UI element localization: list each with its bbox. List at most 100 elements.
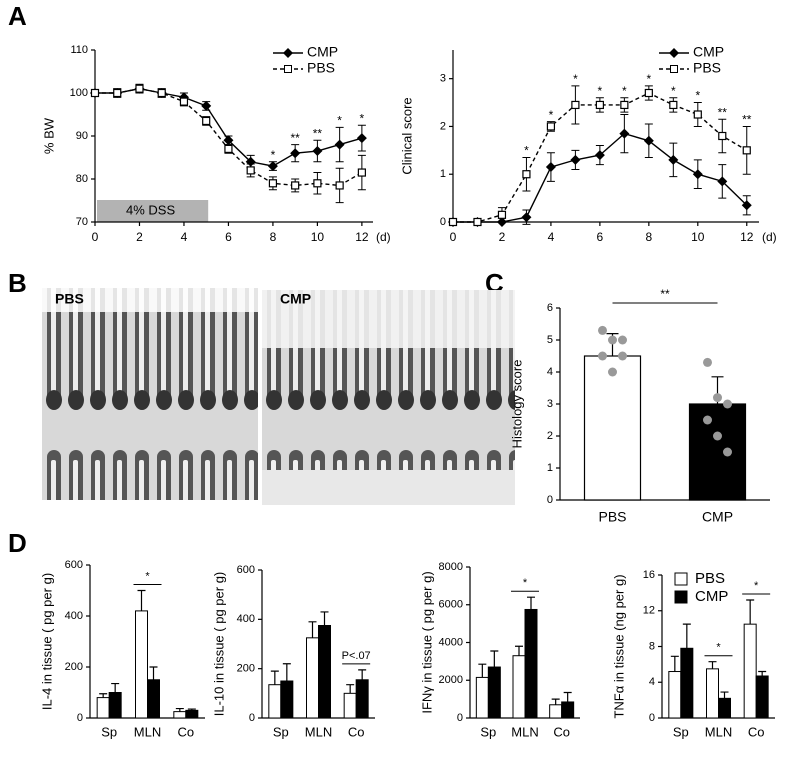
x-tick-label: 6 bbox=[597, 230, 604, 244]
error-bar bbox=[308, 621, 317, 638]
bar bbox=[755, 675, 769, 719]
bar bbox=[743, 623, 757, 719]
significance-mark: ** bbox=[718, 105, 728, 119]
marker bbox=[135, 84, 144, 93]
error-bar bbox=[175, 707, 184, 712]
error-bar bbox=[563, 691, 572, 702]
significance-mark: ** bbox=[290, 131, 300, 145]
y-tick-label: 110 bbox=[70, 44, 88, 56]
bar bbox=[512, 655, 526, 719]
bar bbox=[343, 692, 357, 719]
y-tick-label: 400 bbox=[65, 610, 83, 622]
bar bbox=[280, 680, 294, 719]
error-bar bbox=[282, 663, 291, 681]
marker bbox=[357, 168, 366, 177]
legend-swatch bbox=[674, 590, 688, 604]
x-tick-label: 0 bbox=[92, 230, 99, 244]
marker bbox=[546, 122, 556, 131]
significance-mark: * bbox=[671, 84, 676, 98]
significance-mark: * bbox=[145, 570, 150, 582]
y-tick-label: 200 bbox=[65, 661, 83, 673]
y-axis-label: TNFα in tissue (ng per g) bbox=[611, 574, 626, 718]
x-tick-label: 12 bbox=[355, 230, 369, 244]
treatment-label: 4% DSS bbox=[126, 202, 175, 217]
y-tick-label: 400 bbox=[237, 613, 255, 625]
significance-mark: * bbox=[622, 84, 627, 98]
x-tick-label: 2 bbox=[499, 230, 506, 244]
x-tick-label: 8 bbox=[645, 230, 652, 244]
marker bbox=[113, 88, 122, 98]
x-tick-label: 2 bbox=[136, 230, 143, 244]
y-axis-label: IFNγ in tissue ( pg per g) bbox=[419, 571, 434, 713]
y-tick-label: 600 bbox=[237, 564, 255, 576]
legend-marker bbox=[670, 65, 678, 73]
marker bbox=[179, 97, 189, 106]
x-tick-label: 10 bbox=[691, 230, 705, 244]
y-tick-label: 0 bbox=[440, 216, 446, 228]
marker bbox=[291, 181, 300, 190]
marker bbox=[448, 217, 458, 227]
x-tick-label: Co bbox=[553, 724, 570, 739]
x-unit: (d) bbox=[376, 230, 391, 244]
marker bbox=[497, 210, 507, 219]
data-point bbox=[618, 351, 627, 361]
data-point bbox=[703, 415, 712, 425]
marker bbox=[741, 200, 752, 211]
image-label: PBS bbox=[55, 291, 84, 307]
y-tick-label: 4 bbox=[649, 676, 655, 688]
legend-marker bbox=[669, 48, 679, 58]
y-tick-label: 2 bbox=[547, 430, 553, 442]
marker bbox=[312, 146, 323, 157]
legend-label: PBS bbox=[695, 570, 725, 587]
error-bar bbox=[99, 693, 108, 698]
y-tick-label: 8000 bbox=[439, 561, 463, 573]
panel-letter: D bbox=[8, 528, 27, 558]
data-point bbox=[713, 393, 722, 403]
significance-mark: * bbox=[360, 111, 365, 125]
y-tick-label: 0 bbox=[77, 712, 83, 724]
x-tick-label: 4 bbox=[548, 230, 555, 244]
x-tick-label: MLN bbox=[305, 724, 332, 739]
significance-mark: * bbox=[523, 577, 528, 589]
legend-label: CMP bbox=[695, 588, 728, 605]
significance-mark: P<.07 bbox=[342, 650, 371, 662]
marker bbox=[717, 176, 728, 187]
marker bbox=[90, 88, 100, 98]
bar bbox=[108, 692, 122, 719]
bar bbox=[524, 608, 538, 719]
error-bar bbox=[137, 589, 146, 611]
y-tick-label: 5 bbox=[547, 334, 553, 346]
x-tick-label: 0 bbox=[450, 230, 457, 244]
marker bbox=[473, 217, 482, 227]
bar bbox=[718, 697, 731, 719]
x-tick-label: 10 bbox=[311, 230, 325, 244]
x-tick-label: Co bbox=[348, 724, 365, 739]
error-bar bbox=[490, 650, 499, 668]
marker bbox=[356, 133, 367, 144]
y-axis-label: Clinical score bbox=[399, 97, 414, 174]
data-point bbox=[598, 351, 607, 361]
y-tick-label: 2000 bbox=[439, 674, 463, 686]
error-bar bbox=[346, 684, 355, 694]
treatment-band bbox=[97, 200, 209, 222]
bar bbox=[147, 679, 160, 719]
bar bbox=[706, 668, 719, 719]
x-tick-label: Sp bbox=[101, 724, 117, 739]
image-header bbox=[262, 290, 515, 348]
marker bbox=[643, 135, 654, 146]
data-point bbox=[723, 447, 732, 457]
error-bar bbox=[551, 698, 560, 705]
marker bbox=[620, 100, 629, 110]
marker bbox=[594, 150, 605, 161]
bar bbox=[583, 355, 642, 501]
y-tick-label: 0 bbox=[547, 494, 553, 506]
error-bar bbox=[149, 666, 158, 680]
marker bbox=[313, 179, 322, 188]
significance-mark: * bbox=[716, 642, 721, 654]
marker bbox=[669, 100, 678, 110]
y-tick-label: 200 bbox=[237, 663, 255, 675]
data-point bbox=[713, 431, 722, 441]
error-bar bbox=[478, 663, 487, 678]
legend-label: PBS bbox=[693, 60, 721, 76]
